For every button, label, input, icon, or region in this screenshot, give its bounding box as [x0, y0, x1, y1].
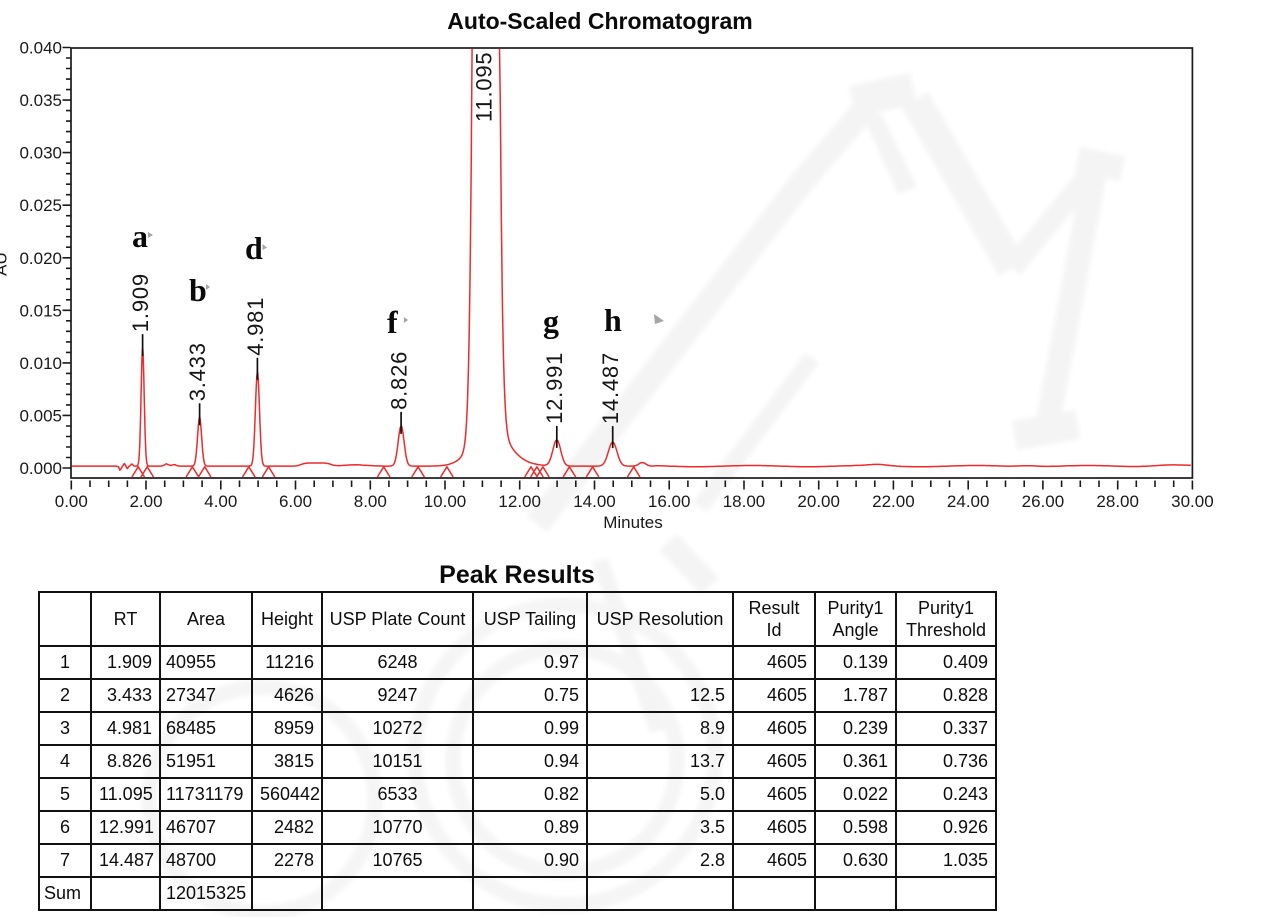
svg-text:8.00: 8.00 — [354, 492, 387, 511]
svg-text:0.010: 0.010 — [19, 354, 62, 373]
svg-text:20.00: 20.00 — [797, 492, 840, 511]
svg-text:0.000: 0.000 — [19, 459, 62, 478]
svg-text:28.00: 28.00 — [1096, 492, 1139, 511]
svg-text:1.909: 1.909 — [128, 273, 153, 332]
svg-text:22.00: 22.00 — [872, 492, 915, 511]
svg-text:18.00: 18.00 — [723, 492, 766, 511]
svg-text:0.030: 0.030 — [19, 144, 62, 163]
svg-text:4.981: 4.981 — [243, 297, 268, 356]
svg-text:AU: AU — [0, 252, 11, 276]
svg-text:Minutes: Minutes — [603, 513, 663, 532]
svg-text:Auto-Scaled Chromatogram: Auto-Scaled Chromatogram — [447, 8, 752, 34]
svg-text:2.00: 2.00 — [129, 492, 162, 511]
svg-text:3.433: 3.433 — [185, 342, 210, 401]
svg-text:16.00: 16.00 — [648, 492, 691, 511]
svg-text:12.00: 12.00 — [498, 492, 541, 511]
svg-text:8.826: 8.826 — [387, 351, 412, 410]
svg-text:14.487: 14.487 — [598, 352, 623, 424]
svg-text:26.00: 26.00 — [1022, 492, 1065, 511]
svg-text:0.005: 0.005 — [19, 406, 62, 425]
svg-text:11.095: 11.095 — [471, 52, 496, 122]
svg-text:0.040: 0.040 — [19, 39, 62, 58]
svg-text:30.00: 30.00 — [1171, 492, 1214, 511]
svg-text:12.991: 12.991 — [542, 352, 567, 424]
svg-text:0.020: 0.020 — [19, 249, 62, 268]
svg-text:0.035: 0.035 — [19, 91, 62, 110]
svg-text:10.00: 10.00 — [424, 492, 467, 511]
svg-text:0.00: 0.00 — [55, 492, 88, 511]
svg-text:14.00: 14.00 — [573, 492, 616, 511]
svg-text:4.00: 4.00 — [204, 492, 237, 511]
svg-text:0.015: 0.015 — [19, 301, 62, 320]
svg-text:0.025: 0.025 — [19, 196, 62, 215]
svg-text:6.00: 6.00 — [279, 492, 312, 511]
svg-text:24.00: 24.00 — [947, 492, 990, 511]
